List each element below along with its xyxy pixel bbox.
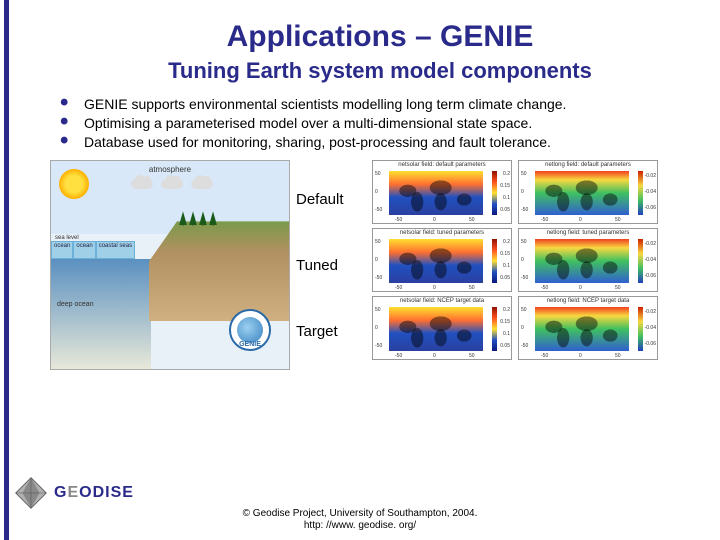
figure-area: atmosphere sea level ocean ocean coastal… xyxy=(50,160,700,370)
map-netsolar-default: netsolar field: default parameters 50 0 … xyxy=(372,160,512,224)
bullet-text: GENIE supports environmental scientists … xyxy=(84,96,566,113)
side-accent-bar xyxy=(4,0,9,540)
copyright-footer: © Geodise Project, University of Southam… xyxy=(0,508,720,532)
ocean-cell: ocean xyxy=(73,241,95,259)
mini-world-map xyxy=(535,171,629,215)
colorbar xyxy=(492,307,497,351)
mini-world-map xyxy=(535,307,629,351)
map-title: netsolar field: default parameters xyxy=(398,162,485,168)
clouds-icon xyxy=(131,179,231,197)
mini-world-map xyxy=(389,307,483,351)
map-title: netlong field: tuned parameters xyxy=(547,230,630,236)
geodise-logo: GEODISE xyxy=(14,476,134,510)
colorbar xyxy=(492,171,497,215)
trees-icon xyxy=(179,211,229,233)
colorbar xyxy=(492,239,497,283)
maps-grid: netsolar field: default parameters 50 0 … xyxy=(372,160,658,370)
slide-content: Applications – GENIE Tuning Earth system… xyxy=(0,0,720,370)
slide-subtitle: Tuning Earth system model components xyxy=(60,58,700,84)
colorbar xyxy=(638,307,643,351)
mini-world-map xyxy=(535,239,629,283)
bullet-text: Database used for monitoring, sharing, p… xyxy=(84,134,551,151)
map-netlong-tuned: netlong field: tuned parameters 50 0 -50… xyxy=(518,228,658,292)
copyright-url: http: //www. geodise. org/ xyxy=(0,520,720,532)
map-title: netlong field: default parameters xyxy=(545,162,631,168)
row-labels-column: Default Tuned Target xyxy=(296,160,366,370)
mini-world-map xyxy=(389,239,483,283)
land-mass xyxy=(149,221,289,321)
atmosphere-label: atmosphere xyxy=(149,165,191,174)
geodise-wordmark: GEODISE xyxy=(54,484,134,502)
map-netlong-default: netlong field: default parameters 50 0 -… xyxy=(518,160,658,224)
genie-logo-icon: GENIE xyxy=(229,309,271,351)
earth-system-diagram: atmosphere sea level ocean ocean coastal… xyxy=(50,160,290,370)
mini-world-map xyxy=(389,171,483,215)
ocean-cell: ocean xyxy=(51,241,73,259)
row-label-target: Target xyxy=(296,301,366,361)
deep-ocean xyxy=(51,259,151,370)
bullet-item: • Optimising a parameterised model over … xyxy=(60,115,700,132)
bullet-dot-icon: • xyxy=(60,134,84,148)
colorbar xyxy=(638,171,643,215)
copyright-line: © Geodise Project, University of Southam… xyxy=(0,508,720,520)
map-netsolar-tuned: netsolar field: tuned parameters 50 0 -5… xyxy=(372,228,512,292)
row-label-tuned: Tuned xyxy=(296,235,366,295)
ocean-cell: coastal seas xyxy=(96,241,135,259)
bullet-item: • GENIE supports environmental scientist… xyxy=(60,96,700,113)
bullet-list: • GENIE supports environmental scientist… xyxy=(60,96,700,150)
row-label-default: Default xyxy=(296,169,366,229)
bullet-item: • Database used for monitoring, sharing,… xyxy=(60,134,700,151)
sun-icon xyxy=(59,169,89,199)
map-netlong-target: netlong field: NCEP target data 50 0 -50… xyxy=(518,296,658,360)
geodise-diamond-icon xyxy=(14,476,48,510)
map-netsolar-target: netsolar field: NCEP target data 50 0 -5… xyxy=(372,296,512,360)
bullet-text: Optimising a parameterised model over a … xyxy=(84,115,532,132)
deep-ocean-label: deep ocean xyxy=(57,301,94,308)
map-title: netsolar field: tuned parameters xyxy=(400,230,484,236)
slide-title: Applications – GENIE xyxy=(60,20,700,54)
colorbar xyxy=(638,239,643,283)
map-title: netlong field: NCEP target data xyxy=(547,298,630,304)
map-title: netsolar field: NCEP target data xyxy=(400,298,484,304)
